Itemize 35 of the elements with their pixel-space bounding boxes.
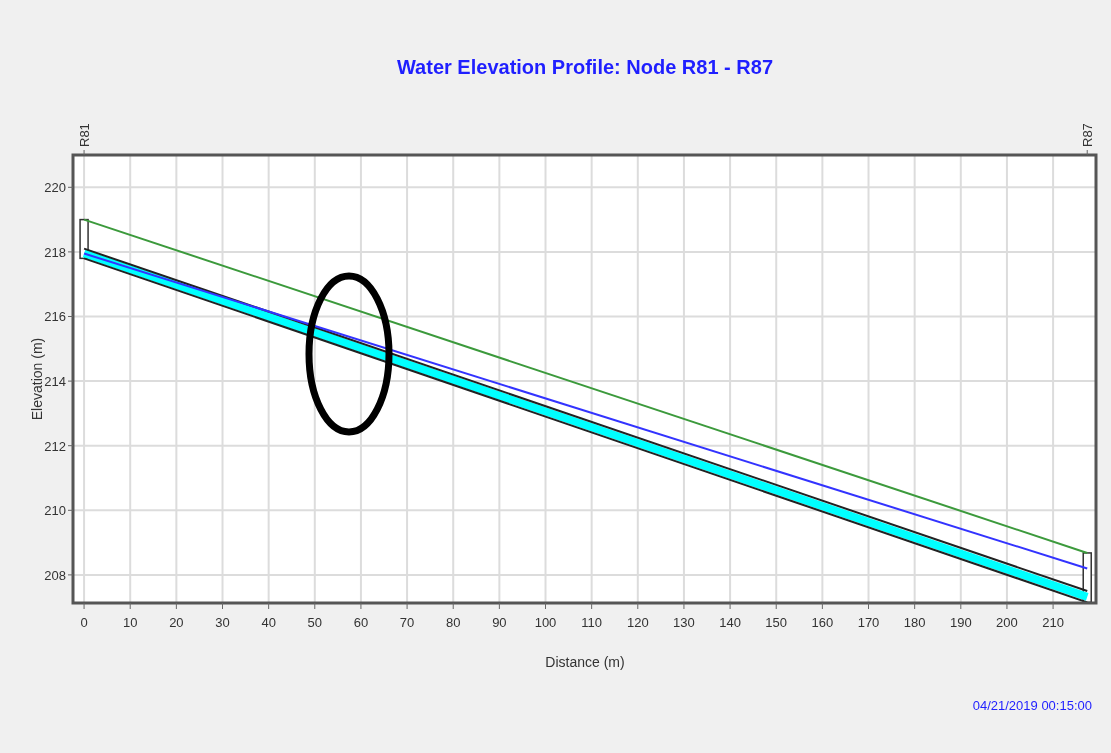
x-tick-label: 40 xyxy=(261,615,276,630)
x-tick-label: 20 xyxy=(169,615,184,630)
y-tick-label: 214 xyxy=(44,374,66,390)
x-tick-label: 140 xyxy=(719,615,741,630)
y-tick-label: 218 xyxy=(44,244,66,260)
x-tick-label: 50 xyxy=(307,615,323,630)
text: 04/21/2019 00:15:00 xyxy=(972,698,1092,713)
y-tick-label: 220 xyxy=(44,180,66,196)
x-tick-label: 110 xyxy=(581,615,603,630)
annotation: R81 xyxy=(77,123,93,147)
x-tick-label: 120 xyxy=(626,615,649,630)
x-tick-label: 70 xyxy=(399,615,415,630)
x-tick-label: 150 xyxy=(765,615,788,630)
x-tick-label: 10 xyxy=(122,615,138,630)
x-tick-label: 0 xyxy=(80,615,88,630)
y-tick-label: 208 xyxy=(44,567,66,583)
x-axis-title: Distance (m) xyxy=(545,654,625,670)
x-tick-label: 60 xyxy=(353,615,369,630)
x-tick-label: 100 xyxy=(534,615,557,630)
chart-title: Water Elevation Profile: Node R81 - R87 xyxy=(396,56,774,78)
y-tick-label: 216 xyxy=(44,309,66,325)
x-tick-label: 200 xyxy=(996,615,1018,630)
x-tick-label: 30 xyxy=(215,615,230,630)
x-tick-label: 80 xyxy=(445,615,461,630)
x-tick-label: 90 xyxy=(492,615,507,630)
x-tick-label: 170 xyxy=(857,615,880,630)
x-tick-label: 210 xyxy=(1042,615,1064,630)
x-tick-label: 160 xyxy=(811,615,834,630)
annotation: R87 xyxy=(1080,123,1096,147)
x-tick-label: 130 xyxy=(673,615,695,630)
x-tick-label: 180 xyxy=(903,615,926,630)
y-tick-label: 212 xyxy=(44,438,66,454)
y-tick-label: 210 xyxy=(44,503,66,519)
x-tick-label: 190 xyxy=(949,615,972,630)
y-axis-title: Elevation (m) xyxy=(29,337,45,421)
